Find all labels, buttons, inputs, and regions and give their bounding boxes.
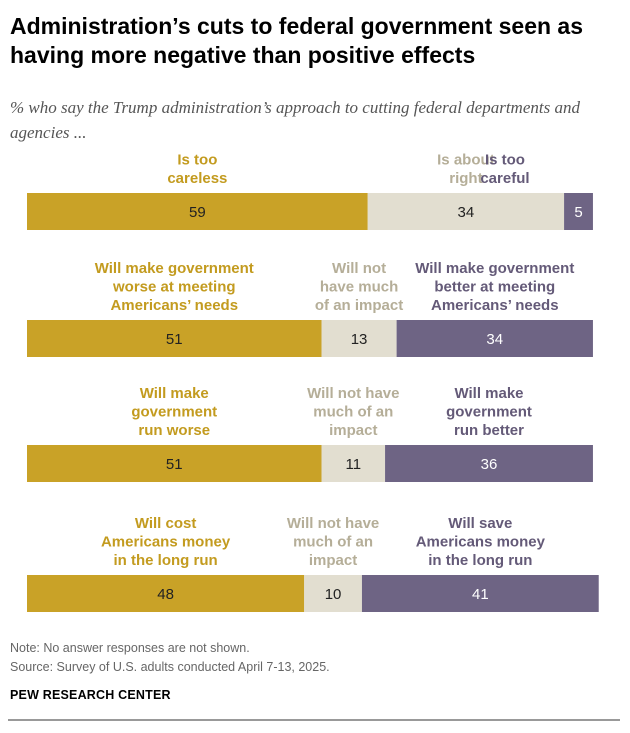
category-label-neutral-row-2: of an impact (315, 297, 403, 314)
bottom-divider (8, 719, 620, 721)
value-label-positive-row-4: 41 (472, 586, 489, 603)
value-label-negative-row-3: 51 (166, 456, 183, 473)
category-label-negative-row-4: Will cost (135, 515, 197, 532)
value-label-neutral-row-3: 11 (345, 456, 361, 473)
category-label-neutral-row-1: Is about (437, 152, 495, 169)
category-label-negative-row-4: in the long run (114, 552, 218, 569)
category-label-positive-row-4: Americans money (416, 534, 546, 551)
category-label-positive-row-1: careful (480, 170, 529, 187)
bar-segment-negative-row-1 (27, 193, 368, 230)
source-text: Source: Survey of U.S. adults conducted … (10, 660, 330, 674)
bar-segment-neutral-row-4 (304, 575, 362, 612)
value-label-neutral-row-4: 10 (325, 586, 342, 603)
credit-text: PEW RESEARCH CENTER (10, 688, 171, 702)
category-label-neutral-row-1: right (449, 170, 482, 187)
bar-segment-neutral-row-1 (367, 193, 565, 230)
bar-segment-positive-row-2 (396, 320, 593, 357)
category-label-positive-row-3: government (446, 404, 532, 421)
category-label-negative-row-4: Americans money (101, 534, 231, 551)
category-label-positive-row-2: Americans’ needs (431, 297, 559, 314)
bar-segment-positive-row-4 (361, 575, 599, 612)
chart-subtitle: % who say the Trump administration’s app… (10, 98, 580, 142)
category-label-negative-row-1: Is too (177, 152, 217, 169)
category-label-positive-row-2: better at meeting (434, 279, 555, 296)
category-label-neutral-row-3: impact (329, 422, 377, 439)
category-label-positive-row-1: Is too (485, 152, 525, 169)
category-label-neutral-row-3: much of an (313, 404, 393, 421)
category-label-negative-row-1: careless (167, 170, 227, 187)
bar-segment-negative-row-2 (27, 320, 322, 357)
value-label-neutral-row-2: 13 (351, 331, 368, 348)
value-label-negative-row-2: 51 (166, 331, 183, 348)
category-label-neutral-row-3: Will not have (307, 385, 399, 402)
category-label-positive-row-4: Will save (448, 515, 512, 532)
value-label-neutral-row-1: 34 (458, 204, 475, 221)
value-label-positive-row-2: 34 (486, 331, 503, 348)
category-label-positive-row-3: run better (454, 422, 524, 439)
category-label-neutral-row-4: impact (309, 552, 357, 569)
category-label-negative-row-2: Americans’ needs (110, 297, 238, 314)
value-label-negative-row-1: 59 (189, 204, 206, 221)
category-label-neutral-row-4: much of an (293, 534, 373, 551)
category-label-negative-row-3: Will make (140, 385, 209, 402)
bar-segment-positive-row-3 (385, 445, 593, 482)
category-label-positive-row-3: Will make (454, 385, 523, 402)
category-label-negative-row-3: government (131, 404, 217, 421)
category-label-positive-row-4: in the long run (428, 552, 532, 569)
category-label-negative-row-3: run worse (138, 422, 210, 439)
value-label-positive-row-3: 36 (481, 456, 498, 473)
bar-segment-neutral-row-2 (321, 320, 397, 357)
note-text: Note: No answer responses are not shown. (10, 641, 250, 655)
category-label-neutral-row-2: have much (320, 279, 398, 296)
bar-segment-neutral-row-3 (321, 445, 386, 482)
bar-segment-positive-row-1 (564, 193, 593, 230)
value-label-positive-row-1: 5 (574, 204, 582, 221)
category-label-negative-row-2: worse at meeting (112, 279, 236, 296)
value-label-negative-row-4: 48 (157, 586, 174, 603)
category-label-positive-row-2: Will make government (415, 260, 574, 277)
category-label-negative-row-2: Will make government (95, 260, 254, 277)
chart-title: Administration’s cuts to federal governm… (10, 13, 584, 68)
category-label-neutral-row-2: Will not (332, 260, 386, 277)
bar-segment-negative-row-4 (27, 575, 305, 612)
category-label-neutral-row-4: Will not have (287, 515, 379, 532)
bar-segment-negative-row-3 (27, 445, 322, 482)
